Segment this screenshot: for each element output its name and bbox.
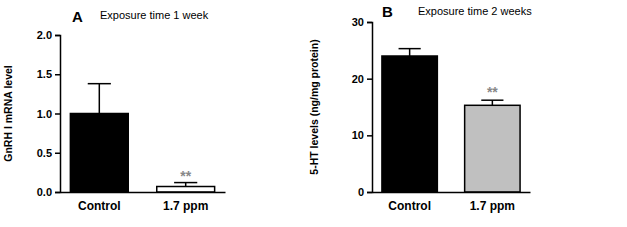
- y-tick-mark: [367, 78, 372, 80]
- y-tick-mark: [367, 22, 372, 24]
- y-tick-mark: [55, 192, 60, 194]
- x-tick: Control: [78, 192, 121, 213]
- error-bar: [492, 100, 494, 105]
- y-tick-label: 1.5: [37, 68, 52, 80]
- y-tick: 20: [352, 73, 372, 85]
- y-tick: 0.5: [37, 147, 60, 159]
- y-tick: 2.0: [37, 29, 60, 41]
- panel: 0.0 0.5 1.0 1.5 2.0 Control 1.7 ppm **: [37, 29, 226, 213]
- y-tick-mark: [55, 153, 60, 155]
- x-axis: Control 1.7 ppm: [61, 192, 226, 213]
- panel: 0 10 20 30 Control 1.7 ppm **: [352, 16, 531, 213]
- y-tick: 0: [358, 186, 372, 198]
- y-tick-label: 1.0: [37, 108, 52, 120]
- y-axis: 0.0 0.5 1.0 1.5 2.0: [37, 29, 61, 198]
- error-cap: [88, 83, 111, 85]
- bar: [465, 105, 520, 192]
- y-axis-title: 5-HT levels (ng/mg protein): [308, 39, 320, 174]
- figure: 0.0 0.5 1.0 1.5 2.0 Control 1.7 ppm ** A Exposure…: [0, 0, 627, 227]
- title: Exposure time 2 weeks: [418, 5, 532, 17]
- error-bar: [409, 49, 411, 56]
- y-tick-label: 0.5: [37, 147, 52, 159]
- x-axis-line: [61, 192, 226, 194]
- y-tick-mark: [55, 74, 60, 76]
- x-tick: Control: [388, 192, 431, 213]
- y-axis-line: [55, 36, 61, 193]
- x-tick: 1.7 ppm: [163, 192, 208, 213]
- y-axis-title: GnRH I mRNA level: [2, 65, 14, 162]
- y-tick-label: 2.0: [37, 29, 52, 41]
- y-tick-mark: [367, 135, 372, 137]
- error-cap: [399, 48, 421, 50]
- y-tick-mark: [55, 35, 60, 37]
- y-tick: 1.5: [37, 68, 60, 80]
- y-tick-label: 10: [352, 129, 364, 141]
- x-axis-line: [373, 192, 531, 194]
- y-tick: 10: [352, 129, 372, 141]
- y-tick-label: 0.0: [37, 186, 52, 198]
- x-tick-label: 1.7 ppm: [470, 199, 515, 213]
- y-axis-line: [367, 23, 373, 193]
- significance-label: **: [180, 168, 191, 184]
- y-tick: 30: [352, 16, 372, 28]
- x-tick-label: Control: [388, 199, 431, 213]
- significance-label: **: [487, 84, 498, 100]
- x-tick: 1.7 ppm: [470, 192, 515, 213]
- y-tick-mark: [55, 113, 60, 115]
- x-tick-label: 1.7 ppm: [163, 199, 208, 213]
- panel-label: A: [72, 8, 83, 25]
- title: Exposure time 1 week: [100, 9, 209, 21]
- y-axis: 0 10 20 30: [352, 16, 373, 198]
- plot-area: [382, 49, 520, 192]
- x-tick-label: Control: [78, 199, 121, 213]
- plot-area: [70, 84, 214, 192]
- x-axis: Control 1.7 ppm: [373, 192, 531, 213]
- bar: [382, 56, 437, 192]
- y-tick-label: 0: [358, 186, 364, 198]
- y-tick: 1.0: [37, 108, 60, 120]
- y-tick-label: 20: [352, 73, 364, 85]
- bar: [70, 114, 128, 193]
- panel-label: B: [382, 3, 393, 20]
- y-tick-label: 30: [352, 16, 364, 28]
- y-tick-mark: [367, 192, 372, 194]
- y-tick: 0.0: [37, 186, 60, 198]
- error-bar: [99, 84, 101, 114]
- bar: [157, 187, 215, 192]
